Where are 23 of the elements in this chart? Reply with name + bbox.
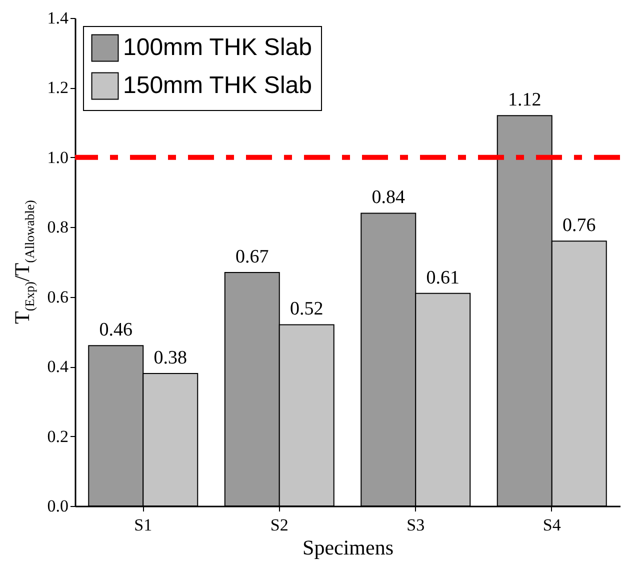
- y-tick-label: 0.0: [47, 496, 68, 516]
- x-axis-title: Specimens: [302, 536, 394, 560]
- y-tick-label: 1.0: [47, 148, 68, 167]
- x-tick-label: S4: [542, 516, 562, 534]
- data-label: 1.12: [508, 90, 542, 111]
- data-label: 0.84: [372, 187, 406, 208]
- y-tick-label: 1.4: [47, 8, 69, 28]
- y-tick-label: 1.2: [47, 78, 68, 98]
- data-label: 0.67: [236, 246, 269, 268]
- data-label: 0.61: [426, 267, 460, 288]
- x-tick-label: S3: [406, 516, 425, 534]
- x-tick-label: S2: [270, 516, 288, 534]
- y-tick-label: 0.2: [47, 426, 68, 446]
- data-label: 0.46: [99, 320, 132, 341]
- y-tick-label: 0.4: [47, 357, 69, 376]
- legend-label: 150mm THK Slab: [123, 72, 312, 99]
- y-tick-label: 0.8: [47, 218, 68, 237]
- data-label: 0.76: [562, 215, 596, 236]
- y-tick-label: 0.6: [47, 287, 68, 306]
- data-label: 0.38: [154, 348, 187, 369]
- data-label: 0.52: [290, 298, 324, 320]
- x-tick-label: S1: [134, 516, 152, 534]
- legend-label: 100mm THK Slab: [123, 34, 312, 61]
